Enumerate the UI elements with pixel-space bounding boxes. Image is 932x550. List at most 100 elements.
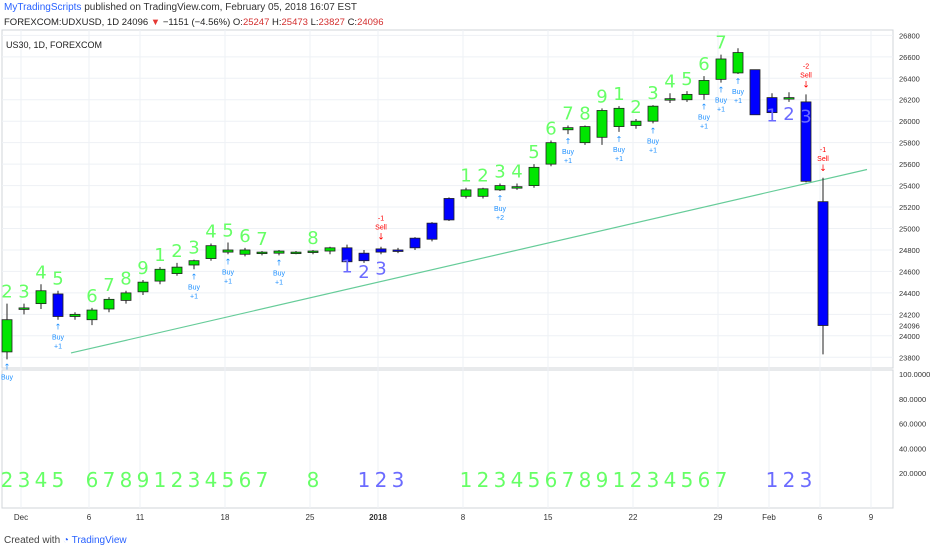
setup-count: 7 [715,33,726,54]
lower-setup-count: 2 [477,468,490,492]
buy-arrow-icon: ↑ [225,257,232,266]
lower-setup-count: 6 [698,468,711,492]
buy-size-label: +1 [700,124,708,131]
candle-body [154,268,166,282]
lower-setup-count: 5 [681,468,694,492]
lower-setup-count: 3 [800,468,813,492]
candle-body [290,251,302,255]
buy-arrow-icon: ↑ [565,137,572,146]
candle-body [35,290,47,305]
lower-setup-count: 8 [307,468,320,492]
y-tick-label: 25600 [899,160,920,169]
y-tick-label: 24200 [899,310,920,319]
setup-count: 6 [545,119,556,140]
lower-setup-count: 7 [103,468,116,492]
lower-y-tick-label: 100.0000 [899,370,930,379]
lower-setup-count: 3 [18,468,31,492]
low-value: 23827 [318,17,345,28]
chart-symbol-label: US30, 1D, FOREXCOM [6,40,103,50]
setup-count: 9 [596,86,607,107]
sell-arrow-icon: ↓ [377,233,385,243]
x-tick-label: Feb [762,513,776,522]
y-tick-label: 24600 [899,267,920,276]
buy-size-label: +1 [224,278,232,285]
buy-arrow-icon: ↑ [616,135,623,144]
setup-count: 5 [222,220,233,241]
candle-body [800,101,812,182]
buy-size-label: +1 [564,158,572,165]
setup-count: 6 [86,286,97,307]
setup-count: 8 [120,269,131,290]
candle-body [137,281,149,293]
candle-body [171,266,183,274]
lower-setup-count: 7 [562,468,575,492]
setup-count: 7 [103,275,114,296]
candle-body [324,247,336,252]
lower-setup-count: 1 [358,468,371,492]
y-tick-label: 24800 [899,246,920,255]
buy-arrow-icon: ↑ [191,272,198,281]
lower-setup-count: 4 [664,468,677,492]
close-value: 24096 [357,17,384,28]
lower-setup-count: 2 [630,468,643,492]
created-with-text: Created with [4,535,61,546]
lower-setup-count: 3 [647,468,660,492]
x-tick-label: 15 [544,513,553,522]
close-label: C: [347,17,358,28]
x-tick-label: 6 [87,513,92,522]
sell-arrow-icon: ↓ [819,164,827,174]
setup-count: 2 [358,262,369,283]
candle-body [18,307,30,310]
footer: Created with ◔ TradingView [4,535,127,546]
x-tick-label: 8 [461,513,466,522]
lower-setup-count: 3 [494,468,507,492]
lower-setup-count: 6 [545,468,558,492]
buy-label: Buy [562,149,575,156]
setup-count: 1 [460,166,471,187]
buy-label: Buy [52,335,65,342]
high-value: 25473 [281,17,308,28]
buy-size-label: +1 [649,147,657,154]
buy-arrow-icon: ↑ [4,362,11,371]
lower-setup-count: 9 [596,468,609,492]
setup-count: 2 [171,241,182,262]
buy-arrow-icon: ↑ [276,258,283,267]
x-tick-label: 18 [221,513,230,522]
tradingview-link[interactable]: TradingView [71,535,127,546]
buy-size-label: +2 [496,215,504,222]
candle-body [222,249,234,253]
sell-size-label: -1 [378,216,384,223]
setup-count: 2 [477,166,488,187]
setup-count: 3 [18,282,29,303]
lower-setup-count: 5 [528,468,541,492]
lower-setup-count: 1 [154,468,167,492]
x-tick-label: 6 [818,513,823,522]
candle-body [494,185,506,191]
lower-setup-count: 7 [256,468,269,492]
buy-size-label: +1 [54,344,62,351]
lower-setup-count: 4 [511,468,524,492]
lower-setup-count: 2 [375,468,388,492]
publish-line: MyTradingScripts published on TradingVie… [4,2,357,13]
candle-body [817,201,829,326]
lower-setup-count: 6 [86,468,99,492]
lower-setup-count: 9 [137,468,150,492]
indicator-pane [1,369,894,509]
buy-arrow-icon: ↑ [701,103,708,112]
setup-count: 4 [205,222,216,243]
candle-body [664,98,676,101]
setup-count: 2 [1,282,12,303]
setup-count: 4 [35,262,46,283]
candle-body [732,52,744,74]
candle-body [562,127,574,131]
lower-setup-count: 8 [579,468,592,492]
candle-body [375,248,387,253]
publisher-link[interactable]: MyTradingScripts [4,2,82,13]
buy-label: Buy [698,115,711,122]
setup-count: 8 [307,228,318,249]
candle-body [783,97,795,100]
y-tick-label: 25200 [899,203,920,212]
candle-body [630,120,642,126]
x-tick-label: 25 [306,513,315,522]
